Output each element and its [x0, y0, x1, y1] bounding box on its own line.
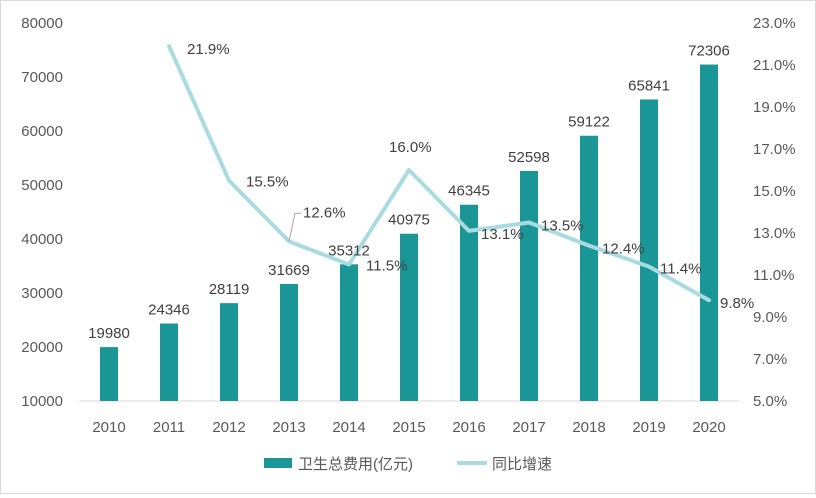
x-tick-label: 2018 [572, 419, 605, 436]
x-tick-label: 2016 [452, 419, 485, 436]
line-data-label: 9.8% [720, 295, 754, 312]
y-left-tick-label: 60000 [21, 123, 63, 140]
y-right-tick-label: 19.0% [753, 99, 796, 116]
y-right-tick-label: 15.0% [753, 183, 796, 200]
label-leader-line [289, 213, 301, 241]
y-right-tick-label: 9.0% [753, 309, 787, 326]
bar [520, 171, 538, 401]
x-tick-label: 2020 [692, 419, 725, 436]
legend-label-bar: 卫生总费用(亿元) [298, 456, 413, 473]
y-right-tick-label: 21.0% [753, 57, 796, 74]
y-left-tick-label: 10000 [21, 393, 63, 410]
bar-data-label: 35312 [328, 242, 370, 259]
x-tick-label: 2014 [332, 419, 365, 436]
bar-data-label: 28119 [209, 281, 250, 298]
y-left-tick-label: 40000 [21, 231, 63, 248]
y-right-tick-label: 5.0% [753, 393, 787, 410]
legend-label-line: 同比增速 [492, 456, 552, 473]
line-data-label: 21.9% [187, 41, 230, 58]
y-axis-left: 80000 70000 60000 50000 40000 30000 20000 10000 [21, 15, 63, 410]
bar [160, 324, 178, 401]
line-data-label: 11.5% [366, 258, 407, 275]
x-tick-label: 2015 [392, 419, 425, 436]
bar [100, 347, 118, 401]
bar [460, 205, 478, 401]
bar-data-label: 59122 [568, 114, 610, 131]
bar [220, 303, 238, 401]
bar [340, 264, 358, 401]
bar-series [100, 65, 718, 401]
y-right-tick-label: 13.0% [753, 225, 796, 242]
y-left-tick-label: 50000 [21, 177, 63, 194]
y-left-tick-label: 20000 [21, 339, 63, 356]
bar-data-label: 72306 [688, 43, 730, 60]
line-data-label: 12.6% [303, 204, 346, 221]
x-tick-label: 2011 [153, 419, 185, 436]
line-data-label: 16.0% [389, 139, 432, 156]
bar [700, 65, 718, 401]
x-tick-label: 2012 [212, 419, 245, 436]
legend: 卫生总费用(亿元) 同比增速 [264, 456, 552, 473]
bar [580, 136, 598, 401]
line-data-label: 12.4% [602, 241, 645, 258]
y-right-tick-label: 11.0% [753, 267, 794, 284]
y-left-tick-label: 30000 [21, 285, 63, 302]
bar-data-label: 31669 [268, 262, 310, 279]
x-tick-label: 2013 [272, 419, 305, 436]
line-data-label: 15.5% [246, 174, 289, 191]
x-tick-label: 2017 [512, 419, 545, 436]
bar-data-label: 52598 [508, 149, 550, 166]
bar-data-label: 19980 [88, 325, 130, 342]
bar-data-label: 24346 [148, 302, 190, 319]
legend-swatch-bar [264, 458, 292, 468]
y-right-tick-label: 7.0% [753, 351, 787, 368]
line-data-label: 13.5% [541, 218, 584, 235]
bar [280, 284, 298, 401]
line-data-label: 13.1% [481, 226, 524, 243]
bar-data-label: 65841 [628, 77, 670, 94]
x-tick-label: 2019 [632, 419, 665, 436]
bar-data-label: 46345 [448, 183, 490, 200]
x-tick-label: 2010 [92, 419, 125, 436]
y-right-tick-label: 23.0% [753, 15, 796, 32]
y-left-tick-label: 80000 [21, 15, 63, 32]
x-axis: 2010 2011 2012 2013 2014 2015 2016 2017 2018 2019… [92, 419, 725, 436]
y-right-tick-label: 17.0% [753, 141, 796, 158]
y-left-tick-label: 70000 [21, 69, 63, 86]
line-data-label: 11.4% [660, 261, 701, 278]
y-axis-right: 23.0% 21.0% 19.0% 17.0% 15.0% 13.0% 11.0% 9.0% 7… [753, 15, 796, 410]
bar-data-label: 40975 [388, 212, 430, 229]
